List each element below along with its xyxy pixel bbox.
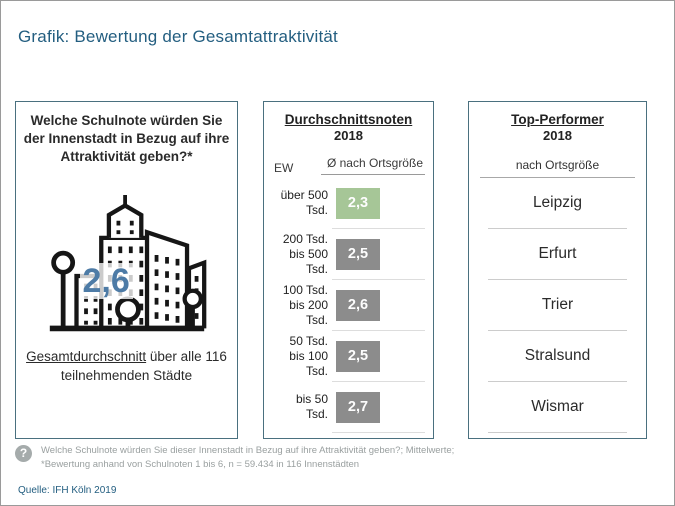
- overall-grade-value: 2,6: [79, 263, 133, 300]
- table-row: bis 50 Tsd. 2,7: [264, 382, 433, 432]
- list-item: Wismar: [531, 398, 584, 415]
- overall-grade-caption: Gesamtdurchschnitt über alle 116 teilneh…: [22, 348, 231, 384]
- row-divider: [332, 279, 425, 280]
- row-divider: [332, 381, 425, 382]
- list-item: Leipzig: [532, 194, 583, 211]
- column-header-avg-by-size: Ø nach Ortsgröße: [320, 156, 425, 175]
- grades-table: über 500 Tsd. 2,3 200 Tsd. bis 500 Tsd. …: [264, 178, 433, 433]
- footnote-line-1: Welche Schulnote würden Sie dieser Innen…: [41, 445, 455, 456]
- table-row: über 500 Tsd. 2,3: [264, 178, 433, 228]
- row-divider: [332, 228, 425, 229]
- grade-value-box: 2,5: [336, 238, 380, 270]
- footnote-text: Welche Schulnote würden Sie dieser Innen…: [41, 444, 454, 472]
- average-grades-title: Durchschnittsnoten: [284, 112, 413, 127]
- question-mark-icon: ?: [15, 445, 32, 462]
- grade-value-box: 2,3: [336, 187, 380, 219]
- size-class-label: 50 Tsd. bis 100 Tsd.: [289, 333, 328, 378]
- list-divider: [488, 381, 627, 382]
- size-class-label: 200 Tsd. bis 500 Tsd.: [282, 231, 328, 276]
- table-row: 50 Tsd. bis 100 Tsd. 2,5: [264, 331, 433, 381]
- grade-value-box: 2,6: [336, 289, 380, 321]
- top-performer-title: Top-Performer: [511, 112, 604, 127]
- top-performer-panel: Top-Performer 2018 nach Ortsgröße Leipzi…: [468, 101, 647, 439]
- page-title: Grafik: Bewertung der Gesamtattraktivitä…: [18, 27, 338, 46]
- size-class-label: über 500 Tsd.: [280, 188, 328, 217]
- row-divider: [332, 330, 425, 331]
- list-item: Trier: [541, 296, 574, 313]
- list-item: Erfurt: [538, 245, 577, 262]
- overall-grade-panel: Welche Schulnote würden Sie der Innensta…: [15, 101, 238, 439]
- survey-question: Welche Schulnote würden Sie der Innensta…: [23, 113, 230, 164]
- row-divider: [332, 432, 425, 433]
- grade-value-box: 2,5: [336, 340, 380, 372]
- size-class-label: bis 50 Tsd.: [295, 392, 328, 421]
- footnote: ? Welche Schulnote würden Sie dieser Inn…: [15, 444, 454, 472]
- list-divider: [488, 330, 627, 331]
- city-illustration: 2,6: [46, 173, 208, 339]
- grade-value-box: 2,7: [336, 391, 380, 423]
- city-skyline-icon: [49, 195, 206, 332]
- top-performer-year: 2018: [543, 128, 572, 143]
- caption-underlined-part: Gesamtdurchschnitt: [26, 349, 147, 365]
- average-grades-year: 2018: [334, 128, 363, 143]
- column-header-ew: EW: [274, 161, 294, 175]
- table-row: 100 Tsd. bis 200 Tsd. 2,6: [264, 280, 433, 330]
- caption-rest-part: über alle 116 teilnehmenden Städte: [60, 349, 227, 383]
- table-row: 200 Tsd. bis 500 Tsd. 2,5: [264, 229, 433, 279]
- list-item: Stralsund: [524, 347, 591, 364]
- size-class-label: 100 Tsd. bis 200 Tsd.: [282, 282, 328, 327]
- footnote-line-2: *Bewertung anhand von Schulnoten 1 bis 6…: [41, 458, 360, 470]
- source-credit: Quelle: IFH Köln 2019: [18, 485, 117, 496]
- average-grades-panel: Durchschnittsnoten 2018 EW Ø nach Ortsgr…: [263, 101, 434, 439]
- list-divider: [488, 228, 627, 229]
- list-divider: [488, 432, 627, 433]
- grades-table-header: EW Ø nach Ortsgröße: [274, 156, 425, 175]
- list-divider: [488, 279, 627, 280]
- top-performer-subtitle: nach Ortsgröße: [480, 158, 635, 178]
